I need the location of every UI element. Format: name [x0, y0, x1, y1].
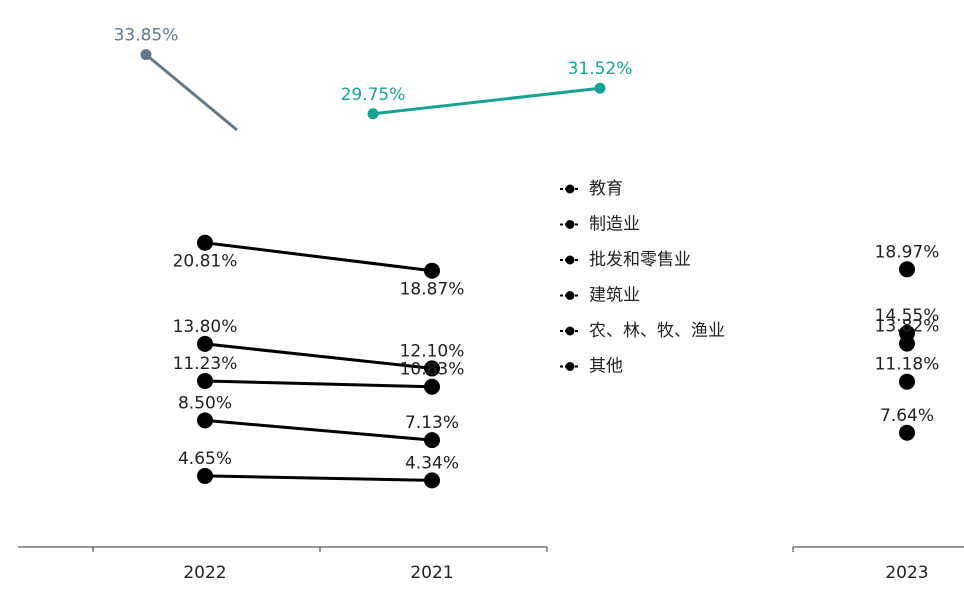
legend-marker: [565, 291, 575, 300]
data-point: [197, 467, 213, 484]
data-label: 18.87%: [400, 280, 465, 300]
data-label: 11.18%: [875, 355, 940, 375]
data-label: 10.83%: [400, 360, 465, 380]
data-label: 13.82%: [875, 317, 940, 337]
annotation-label: 33.85%: [114, 26, 179, 46]
series-line: [204, 474, 433, 482]
legend-marker: [565, 220, 575, 229]
data-point: [899, 261, 915, 278]
legend-label: 农、林、牧、渔业: [589, 321, 725, 341]
data-label: 7.64%: [880, 406, 934, 426]
data-label: 4.34%: [405, 453, 459, 473]
data-label: 18.97%: [875, 242, 940, 262]
annotation-point: [140, 49, 152, 61]
series-line: [204, 342, 433, 370]
series-line: [204, 418, 433, 442]
data-label: 7.13%: [405, 413, 459, 433]
data-label: 13.80%: [173, 317, 238, 337]
legend-label: 制造业: [589, 215, 640, 235]
data-label: 11.23%: [173, 354, 238, 374]
data-point: [197, 372, 213, 389]
data-label: 20.81%: [173, 252, 238, 272]
legend-label: 其他: [589, 357, 623, 377]
data-point: [899, 335, 915, 352]
legend-label: 批发和零售业: [589, 250, 691, 270]
legend-label: 教育: [589, 179, 623, 199]
data-point: [899, 424, 915, 441]
data-label: 4.65%: [178, 449, 232, 469]
series-line: [204, 379, 433, 389]
x-tick-label: 2022: [183, 563, 226, 583]
annotation-label: 29.75%: [341, 85, 406, 105]
data-point: [424, 472, 440, 489]
data-point: [899, 373, 915, 390]
data-point: [424, 360, 440, 377]
x-tick-label: 2023: [885, 563, 928, 583]
data-point: [197, 234, 213, 251]
annotation-line: [145, 53, 238, 132]
data-label: 12.10%: [400, 341, 465, 361]
data-label: 14.55%: [875, 306, 940, 326]
legend-marker: [565, 362, 575, 371]
data-point: [424, 262, 440, 279]
legend-marker: [565, 326, 575, 336]
data-point: [197, 412, 213, 429]
data-point: [424, 378, 440, 395]
annotation-point: [594, 82, 606, 94]
annotation-line: [372, 86, 601, 116]
annotation-label: 31.52%: [568, 59, 633, 79]
legend-marker: [565, 184, 575, 194]
series-line: [204, 241, 433, 273]
data-label: 8.50%: [178, 393, 232, 413]
x-tick-label: 2021: [410, 563, 453, 583]
legend-label: 建筑业: [589, 286, 640, 306]
data-point: [197, 335, 213, 352]
annotation-point: [367, 108, 379, 120]
legend-marker: [565, 255, 575, 265]
data-point: [424, 432, 440, 449]
